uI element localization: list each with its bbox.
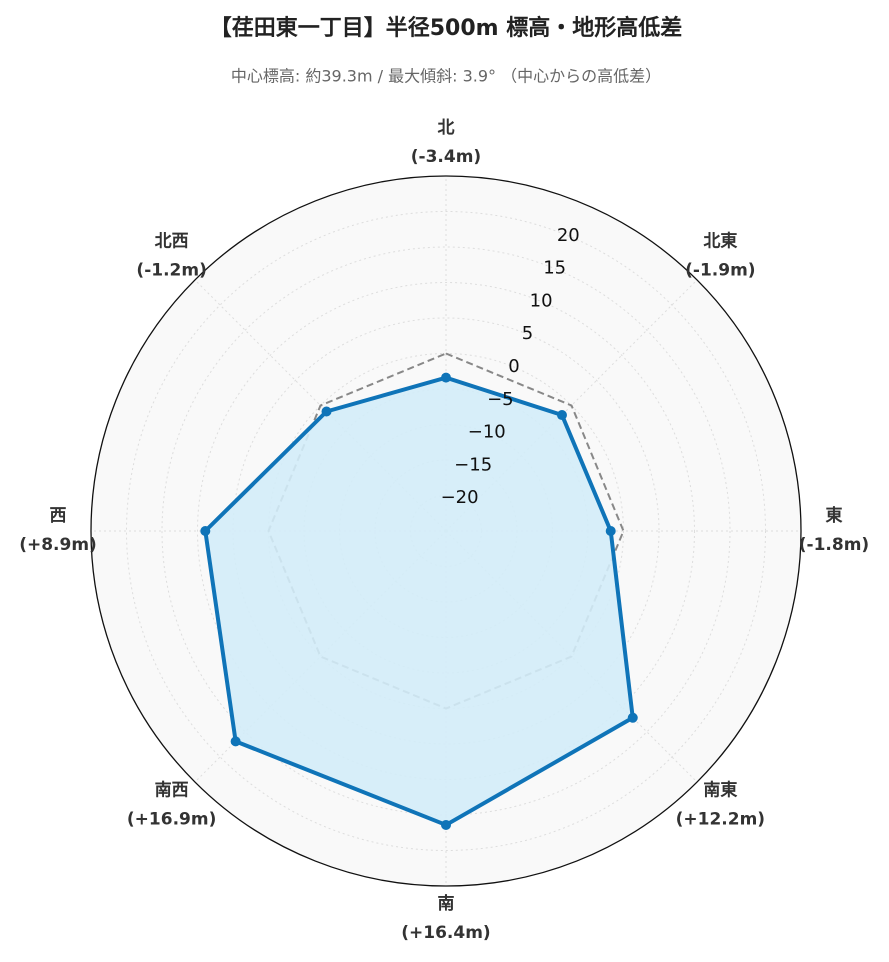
category-label: 北東 — [703, 231, 737, 252]
value-label: (+8.9m) — [19, 535, 97, 555]
category-label: 西 — [50, 506, 67, 526]
value-label: (+16.4m) — [401, 923, 490, 943]
r-tick-label: 10 — [530, 290, 553, 311]
value-label: (+12.2m) — [676, 809, 765, 829]
category-label: 南西 — [155, 779, 189, 800]
grid-spoke — [445, 279, 698, 532]
value-label: (-1.2m) — [136, 261, 206, 281]
grid-spoke — [194, 279, 447, 532]
data-point — [321, 406, 332, 417]
data-point — [200, 526, 211, 536]
category-label: 南東 — [703, 779, 737, 800]
r-tick-label: −5 — [487, 389, 514, 410]
r-tick-label: 15 — [543, 258, 566, 279]
category-label: 東 — [826, 505, 843, 526]
chart-title: 【荏田東一丁目】半径500m 標高・地形高低差 — [210, 15, 683, 41]
grid-spoke — [445, 530, 698, 783]
data-point — [230, 736, 241, 747]
outer-circle — [90, 175, 802, 887]
r-tick-label: 5 — [522, 323, 533, 344]
data-point — [627, 712, 638, 723]
category-label: 南 — [438, 893, 455, 914]
data-point — [556, 410, 567, 421]
category-label: 北西 — [155, 232, 189, 252]
grid-circle — [232, 317, 660, 745]
chart-subtitle: 中心標高: 約39.3m / 最大傾斜: 3.9° （中心からの高低差） — [231, 67, 661, 86]
series-area — [205, 377, 633, 825]
category-label: 北 — [438, 118, 455, 138]
r-tick-label: 20 — [557, 225, 580, 246]
grid-circle — [126, 211, 766, 851]
data-point — [441, 819, 451, 830]
r-tick-label: −10 — [468, 422, 506, 443]
value-label: (-1.9m) — [685, 261, 755, 281]
data-point — [605, 526, 616, 536]
r-tick-label: 0 — [508, 356, 519, 377]
value-label: (+16.9m) — [127, 809, 216, 829]
r-tick-label: −15 — [454, 454, 492, 475]
value-label: (-3.4m) — [411, 147, 481, 167]
r-tick-label: −20 — [441, 487, 479, 508]
value-label: (-1.8m) — [799, 535, 869, 555]
data-point — [441, 372, 451, 383]
